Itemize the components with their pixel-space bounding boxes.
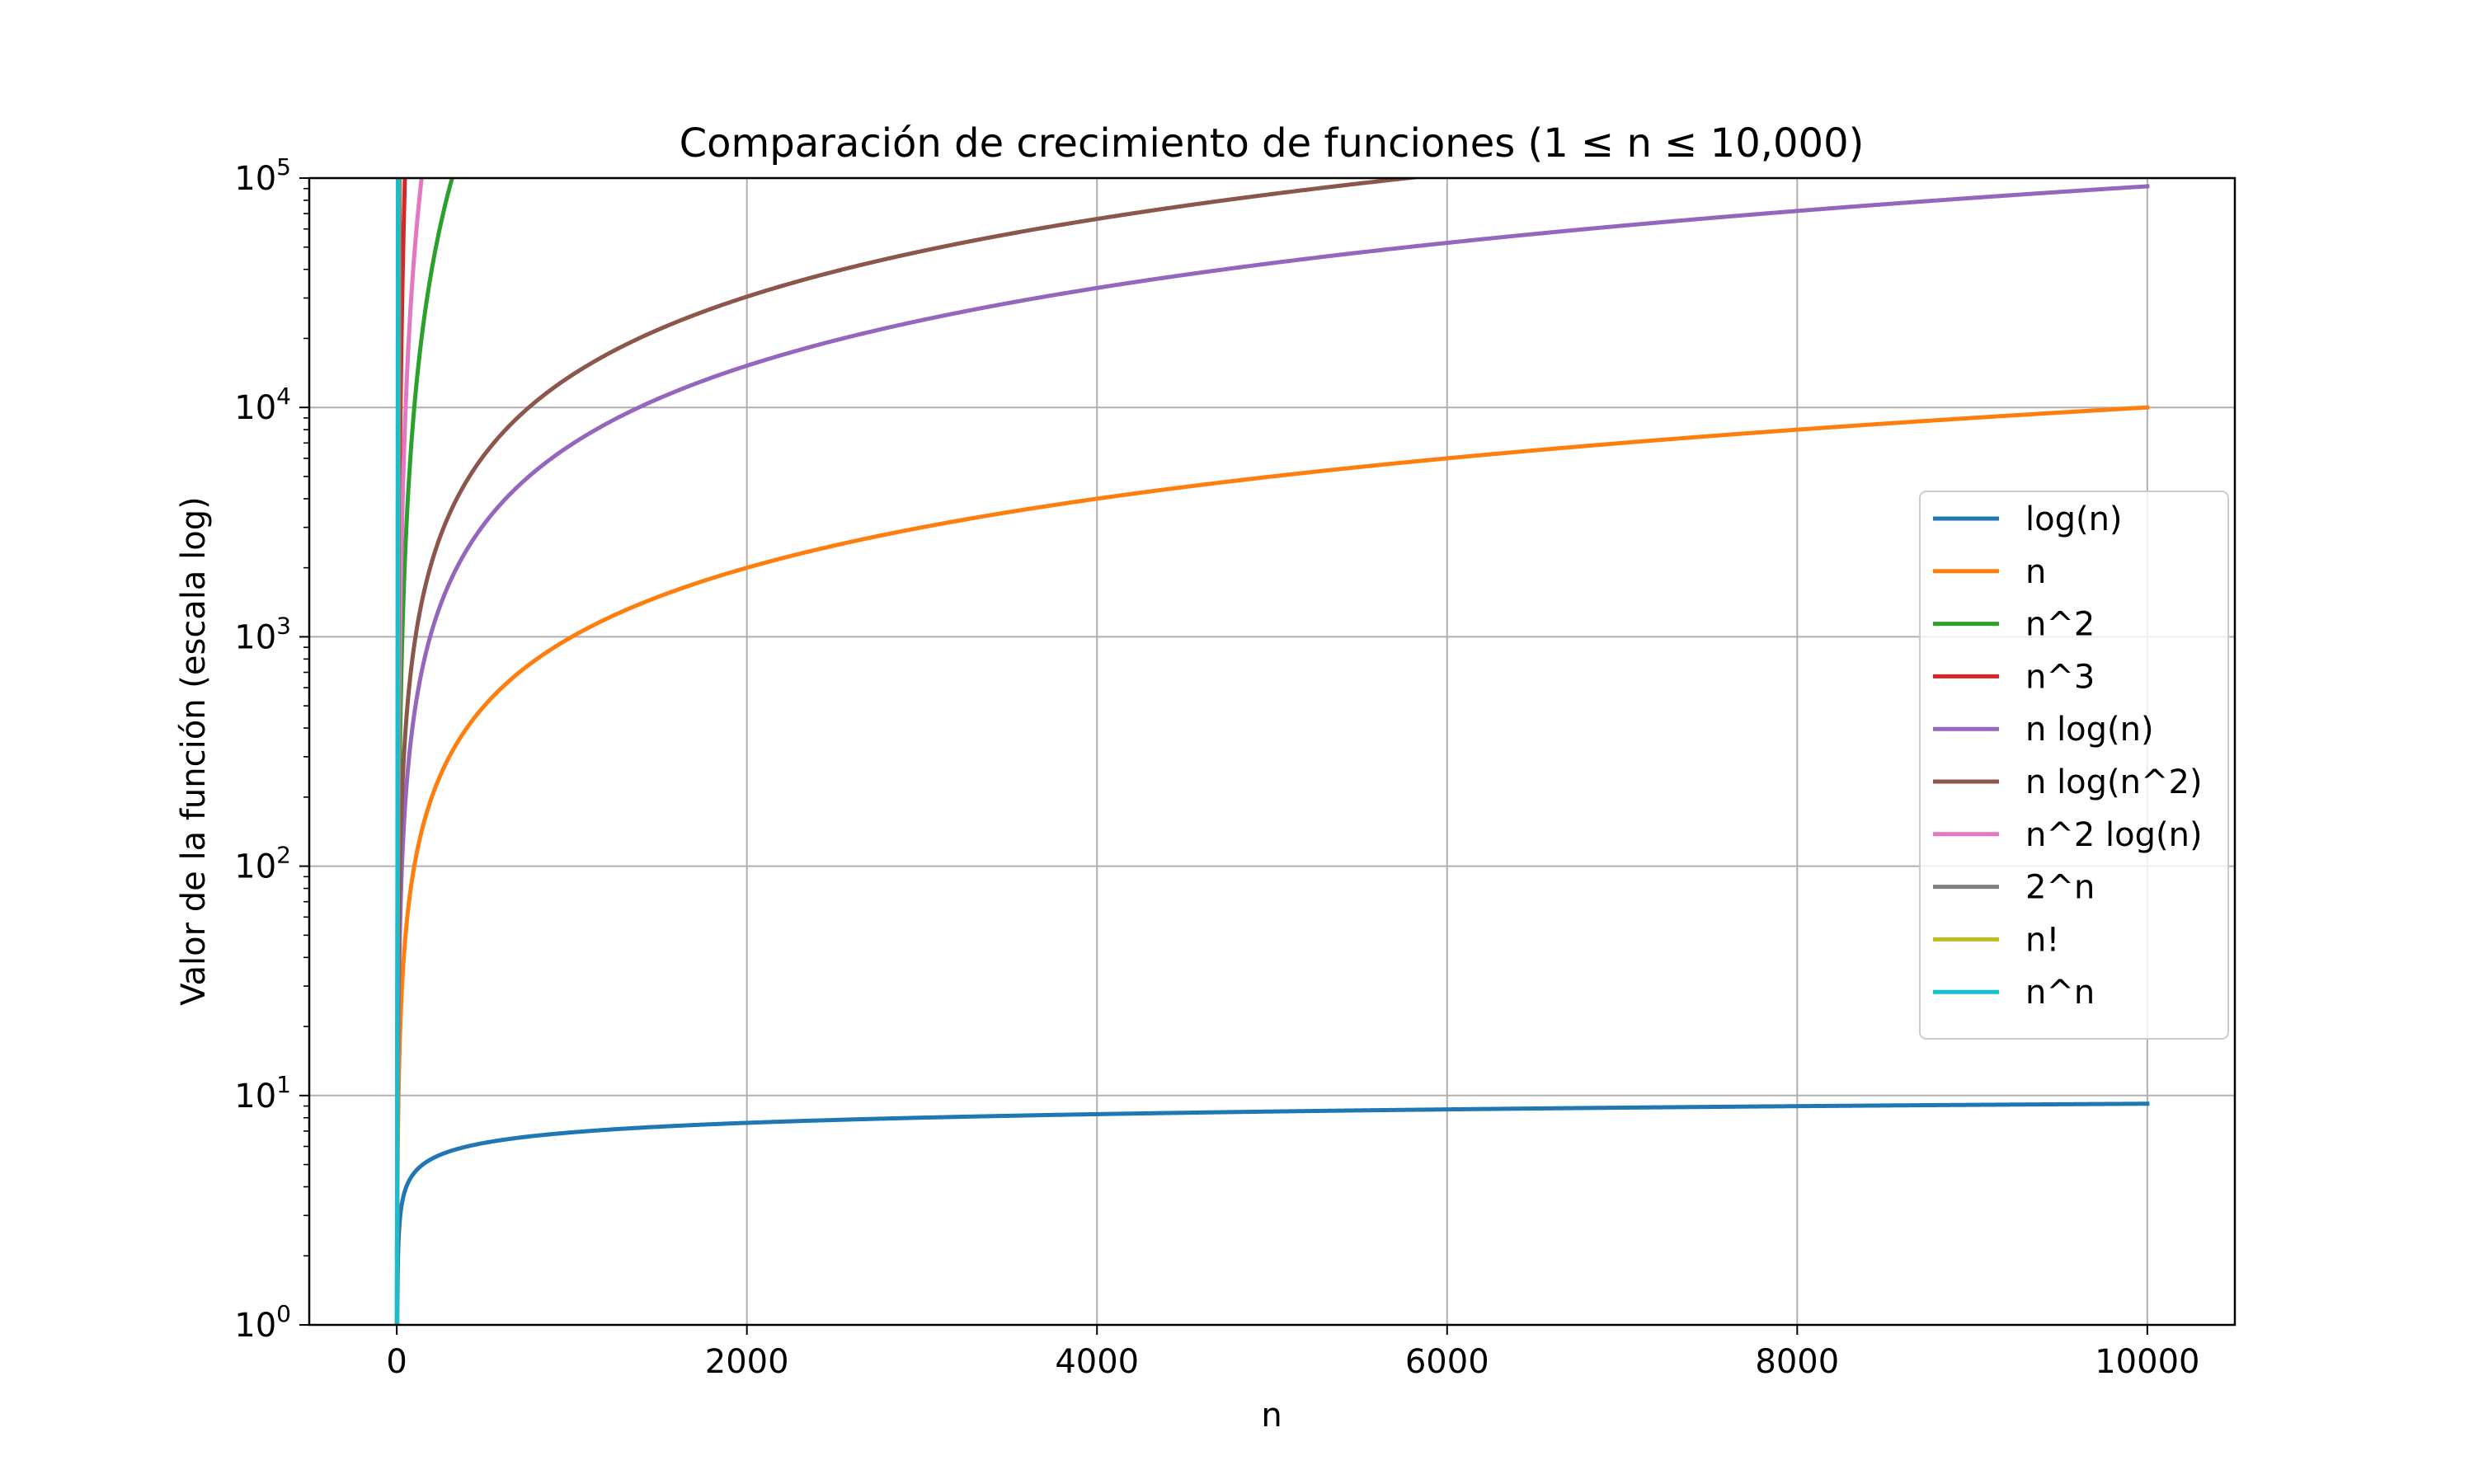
y-axis-label: Valor de la función (escala log): [175, 496, 213, 1005]
x-tick-label: 4000: [1055, 1343, 1139, 1381]
legend-label: 2^n: [2025, 869, 2095, 907]
y-tick-label: 104: [234, 383, 291, 427]
x-tick-label: 8000: [1755, 1343, 1839, 1381]
x-tick-label: 2000: [705, 1343, 789, 1381]
chart-title: Comparación de crecimiento de funciones …: [680, 120, 1865, 167]
legend-label: n^3: [2025, 658, 2095, 696]
series-line: [394, 178, 454, 1325]
x-tick-label: 6000: [1405, 1343, 1489, 1381]
plot-frame: [308, 176, 2236, 1327]
y-tick-label: 102: [234, 842, 291, 886]
legend-label: n log(n^2): [2025, 763, 2203, 801]
series-line: [394, 178, 1427, 1325]
legend-label: log(n): [2025, 500, 2123, 538]
axis-ticks: 0 2000 4000 6000 8000 10000 100 101 102 103 104 105: [234, 153, 2199, 1381]
legend-box: [1919, 491, 2229, 1040]
legend: log(n) n n^2 n^3 n log(n) n log(n^2) n^2 log(n…: [1919, 491, 2229, 1040]
legend-label: n^n: [2025, 974, 2095, 1012]
y-tick-label: 101: [234, 1071, 291, 1115]
series-line: [394, 184, 2150, 1325]
legend-label: n!: [2025, 921, 2059, 959]
legend-label: n log(n): [2025, 711, 2154, 749]
legend-label: n^2: [2025, 606, 2095, 644]
legend-label: n^2 log(n): [2025, 816, 2203, 854]
y-tick-label: 103: [234, 612, 291, 656]
y-tick-label: 100: [234, 1300, 291, 1345]
series-lines: [394, 178, 2150, 1325]
x-axis-label: n: [1261, 1397, 1282, 1435]
y-tick-label: 105: [234, 153, 291, 198]
series-line: [394, 405, 2150, 1325]
series-line: [395, 1101, 2150, 1325]
legend-label: n: [2025, 553, 2046, 591]
series-line: [394, 178, 424, 1325]
x-tick-label: 0: [386, 1343, 407, 1381]
x-tick-label: 10000: [2095, 1343, 2199, 1381]
